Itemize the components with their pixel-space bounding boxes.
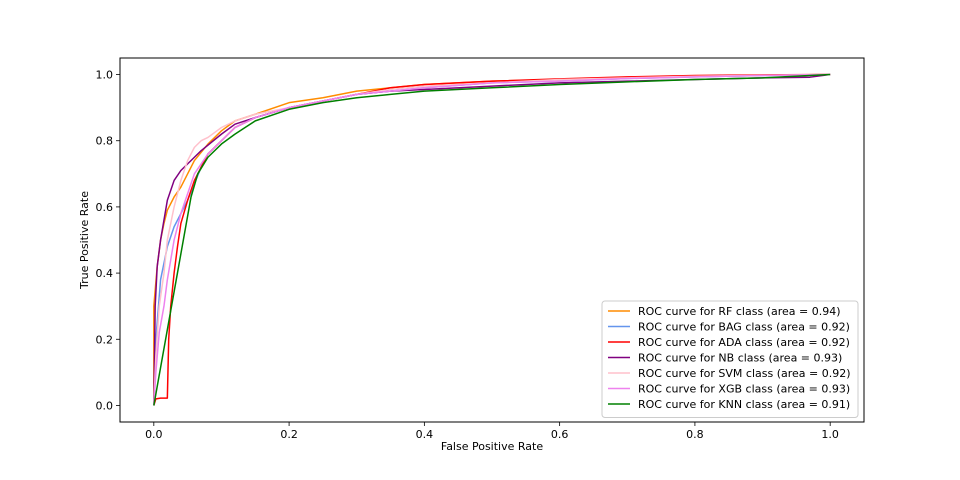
x-tick-label: 0.6 (551, 428, 569, 441)
roc-line-series-4 (153, 73, 831, 406)
roc-line-series-6 (153, 73, 831, 406)
plot-series-group (153, 73, 831, 406)
legend-box (601, 300, 859, 418)
plot-frame (119, 57, 865, 423)
y-tick-label: 0.2 (96, 333, 114, 346)
legend-label: ROC curve for ADA class (area = 0.92) (638, 336, 850, 349)
x-tick-label: 0.0 (145, 428, 163, 441)
legend: ROC curve for RF class (area = 0.94) ROC … (601, 300, 859, 418)
y-tick-label: 0.4 (96, 267, 114, 280)
y-axis-label: True Positive Rate (78, 191, 91, 290)
x-tick-label: 1.0 (821, 428, 839, 441)
roc-line-series-5 (153, 73, 831, 406)
x-tick-label: 0.8 (686, 428, 704, 441)
y-tick-label: 1.0 (96, 69, 114, 82)
legend-label: ROC curve for BAG class (area = 0.92) (638, 321, 850, 334)
legend-label: ROC curve for NB class (area = 0.93) (638, 352, 842, 365)
legend-label: ROC curve for RF class (area = 0.94) (638, 305, 841, 318)
x-tick-label: 0.4 (416, 428, 434, 441)
x-tick-label: 0.2 (280, 428, 298, 441)
x-axis-ticks: 0.0 0.2 0.4 0.6 0.8 1.0 (145, 422, 839, 441)
x-axis-label: False Positive Rate (441, 440, 543, 453)
y-tick-label: 0.8 (96, 135, 114, 148)
y-tick-label: 0.6 (96, 201, 114, 214)
legend-label: ROC curve for XGB class (area = 0.93) (638, 383, 850, 396)
legend-label: ROC curve for KNN class (area = 0.91) (638, 398, 850, 411)
y-tick-label: 0.0 (96, 399, 114, 412)
y-axis-ticks: 0.0 0.2 0.4 0.6 0.8 1.0 (96, 69, 120, 412)
legend-label: ROC curve for SVM class (area = 0.92) (638, 367, 851, 380)
